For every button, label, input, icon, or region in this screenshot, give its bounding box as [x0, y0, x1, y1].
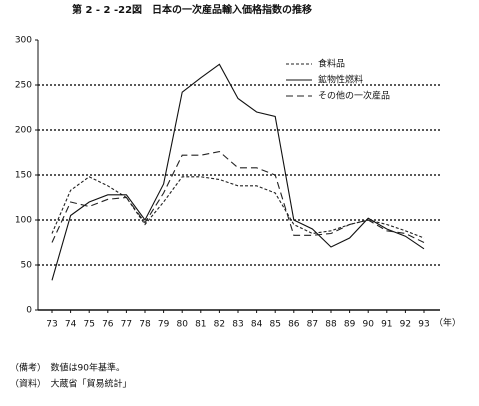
- x-tick-label: 74: [65, 320, 77, 330]
- series-line: [51, 151, 425, 243]
- x-tick-label: 80: [176, 320, 188, 330]
- x-tick-label: 78: [139, 320, 151, 330]
- y-tick-label: 0: [26, 306, 32, 316]
- x-tick-label: 86: [288, 320, 300, 330]
- x-tick-label: 90: [362, 320, 374, 330]
- x-tick-label: 81: [195, 320, 206, 330]
- y-tick-label: 50: [21, 261, 33, 271]
- x-tick-label: 84: [251, 320, 263, 330]
- x-tick-label: 79: [158, 320, 170, 330]
- x-tick-label: 76: [102, 320, 114, 330]
- x-tick-label: 83: [232, 320, 243, 330]
- x-tick-label: 92: [400, 320, 411, 330]
- x-tick-label: 75: [83, 320, 94, 330]
- x-tick-label: 89: [344, 320, 356, 330]
- x-unit: （年）: [434, 317, 461, 329]
- x-tick-label: 82: [214, 320, 225, 330]
- y-tick-label: 150: [15, 171, 32, 181]
- note: （備考） 数値は90年基準。: [10, 362, 125, 374]
- y-tick-label: 100: [15, 216, 32, 226]
- x-tick-label: 91: [381, 320, 392, 330]
- x-tick-label: 93: [418, 320, 429, 330]
- series-line: [51, 176, 425, 239]
- x-tick-label: 85: [269, 320, 280, 330]
- x-tick-label: 73: [46, 320, 57, 330]
- y-tick-label: 200: [15, 126, 32, 136]
- legend-label: 食料品: [318, 58, 345, 70]
- y-tick-label: 300: [15, 36, 32, 46]
- y-tick-label: 250: [15, 81, 32, 91]
- legend-label: その他の一次産品: [318, 90, 390, 102]
- x-tick-label: 88: [325, 320, 337, 330]
- x-tick-label: 77: [121, 320, 132, 330]
- chart-title: 第 2 - 2 -22図 日本の一次産品輸入価格指数の推移: [72, 3, 312, 16]
- x-tick-label: 87: [307, 320, 318, 330]
- series-line: [51, 63, 425, 281]
- legend-label: 鉱物性燃料: [318, 74, 363, 86]
- note: （資料） 大蔵省「貿易統計」: [10, 378, 132, 390]
